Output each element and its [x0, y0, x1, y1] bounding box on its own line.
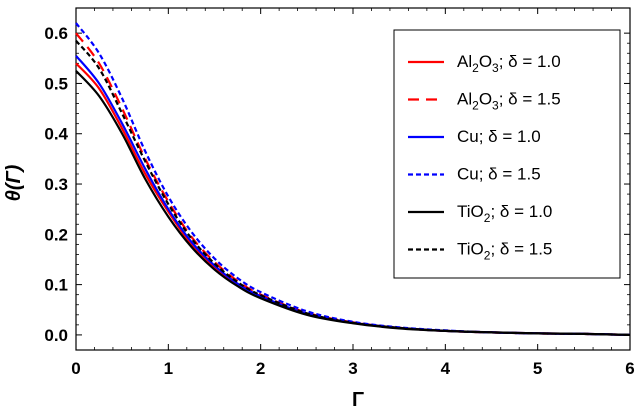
legend-label-4: TiO2; δ = 1.0 [457, 202, 552, 225]
legend-label-5: TiO2; δ = 1.5 [457, 240, 552, 263]
legend-box [393, 29, 621, 279]
x-tick-label: 1 [164, 359, 173, 378]
legend-label-1: Al2O3; δ = 1.5 [457, 90, 561, 113]
x-tick-label: 6 [625, 359, 634, 378]
x-tick-label: 5 [533, 359, 542, 378]
y-tick-label: 0.3 [44, 175, 68, 194]
x-tick-label: 3 [348, 359, 357, 378]
y-tick-label: 0.1 [44, 276, 68, 295]
x-tick-label: 2 [256, 359, 265, 378]
y-tick-label: 0.5 [44, 74, 68, 93]
y-tick-label: 0.2 [44, 225, 68, 244]
y-tick-label: 0.4 [44, 125, 68, 144]
y-tick-label: 0.0 [44, 326, 68, 345]
series-layer [75, 22, 631, 337]
x-tick-label: 4 [441, 359, 451, 378]
series-line-5 [75, 39, 631, 337]
legend-label-3: Cu; δ = 1.5 [457, 165, 541, 184]
series-line-3 [75, 22, 631, 337]
legend-label-0: Al2O3; δ = 1.0 [457, 52, 561, 75]
y-tick-label: 0.6 [44, 24, 68, 43]
legend: Al2O3; δ = 1.0 Al2O3; δ = 1.5 Cu; δ = 1.0 C… [393, 29, 621, 279]
y-axis-label: θ(Γ) [3, 164, 25, 201]
x-tick-label: 0 [71, 359, 80, 378]
legend-label-2: Cu; δ = 1.0 [457, 127, 541, 146]
axes-layer: 0 1 2 3 4 5 6 0.0 0.1 0.2 0.3 0.4 0.5 0.6 [44, 7, 635, 378]
x-axis-label: Γ [352, 389, 364, 411]
